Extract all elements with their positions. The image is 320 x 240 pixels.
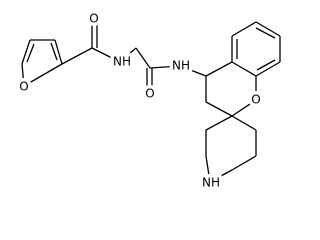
bonds (21, 20, 281, 183)
atom-label: O (145, 87, 154, 101)
atom-labels: O O NH O NH O NH (16, 8, 264, 193)
atom-label: NH (202, 176, 220, 190)
molecule-diagram: O O NH O NH O NH (16, 8, 281, 193)
atom-label: NH (113, 55, 131, 69)
atom-label: O (251, 93, 260, 107)
atom-label: O (19, 80, 28, 94)
atom-label: NH (172, 59, 190, 73)
atom-label: O (89, 12, 98, 26)
